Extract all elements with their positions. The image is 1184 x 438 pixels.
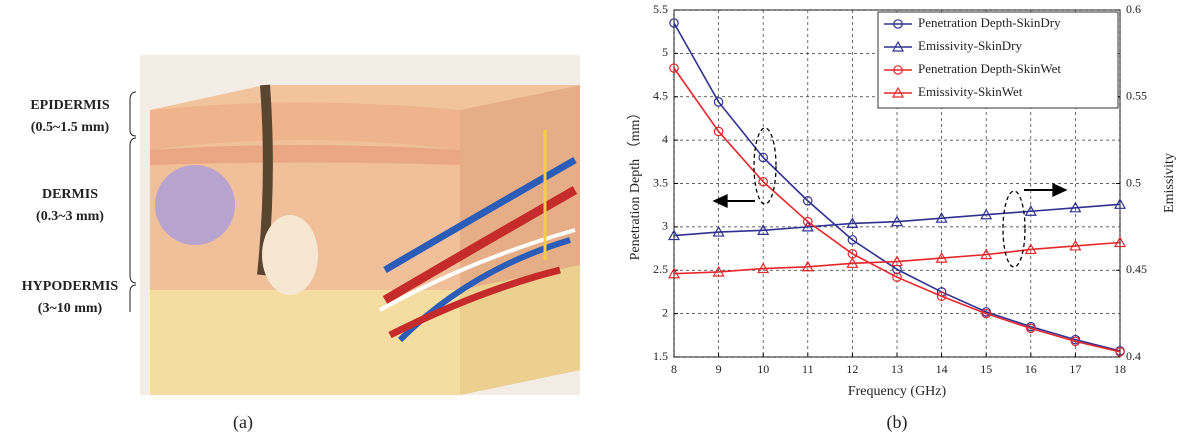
caption: (a) <box>233 412 253 433</box>
y-tick-label: 4 <box>662 132 668 146</box>
y-tick-label: 4.5 <box>653 89 668 103</box>
y-tick-label: 5 <box>662 45 668 59</box>
y-tick-label: 1.5 <box>653 349 668 363</box>
x-axis-label: Frequency (GHz) <box>848 384 947 399</box>
layer-brackets <box>130 92 136 312</box>
layer-label: HYPODERMIS <box>22 279 119 294</box>
legend-label: Emissivity-SkinDry <box>918 38 1023 53</box>
y2-tick-label: 0.45 <box>1126 262 1147 276</box>
y2-tick-label: 0.5 <box>1126 175 1141 189</box>
y2-tick-label: 0.6 <box>1126 2 1141 16</box>
x-tick-label: 10 <box>757 362 769 376</box>
y-tick-label: 5.5 <box>653 2 668 16</box>
x-tick-label: 9 <box>716 362 722 376</box>
y-axis-label: Penetration Depth （mm） <box>627 106 643 261</box>
y2-tick-label: 0.55 <box>1126 89 1147 103</box>
y-tick-label: 2.5 <box>653 262 668 276</box>
x-tick-label: 14 <box>936 362 948 376</box>
legend: Penetration Depth-SkinDry Emissivity-Skin… <box>878 12 1118 108</box>
legend-label: Emissivity-SkinWet <box>918 84 1023 99</box>
y2-axis-label: Emissivity <box>1162 153 1177 213</box>
x-tick-label: 17 <box>1069 362 1081 376</box>
caption: (b) <box>887 412 908 433</box>
layer-thickness: (3~10 mm) <box>38 301 103 316</box>
plot: 8 9 10 11 12 13 14 15 16 17 18 1.5 2 2.5 3 3.5 4 4.5 5 5.5 0… <box>653 2 1147 376</box>
x-tick-label: 13 <box>891 362 903 376</box>
layer-thickness: (0.5~1.5 mm) <box>31 120 110 135</box>
y-tick-label: 3 <box>662 219 668 233</box>
y2-tick-label: 0.4 <box>1126 349 1141 363</box>
figure: EPIDERMIS (0.5~1.5 mm) DERMIS (0.3~3 mm)… <box>0 0 1184 438</box>
y-tick-label: 3.5 <box>653 175 668 189</box>
legend-label: Penetration Depth-SkinDry <box>918 15 1061 30</box>
layer-label: EPIDERMIS <box>30 98 110 113</box>
x-tick-label: 8 <box>671 362 677 376</box>
x-tick-label: 12 <box>846 362 858 376</box>
layer-thickness: (0.3~3 mm) <box>36 209 104 224</box>
legend-label: Penetration Depth-SkinWet <box>918 61 1061 76</box>
x-tick-label: 11 <box>802 362 814 376</box>
skin-illustration <box>140 55 580 395</box>
layer-label: DERMIS <box>42 187 98 202</box>
x-tick-label: 18 <box>1114 362 1126 376</box>
x-tick-label: 15 <box>980 362 992 376</box>
y-tick-label: 2 <box>662 305 668 319</box>
x-tick-label: 16 <box>1025 362 1037 376</box>
